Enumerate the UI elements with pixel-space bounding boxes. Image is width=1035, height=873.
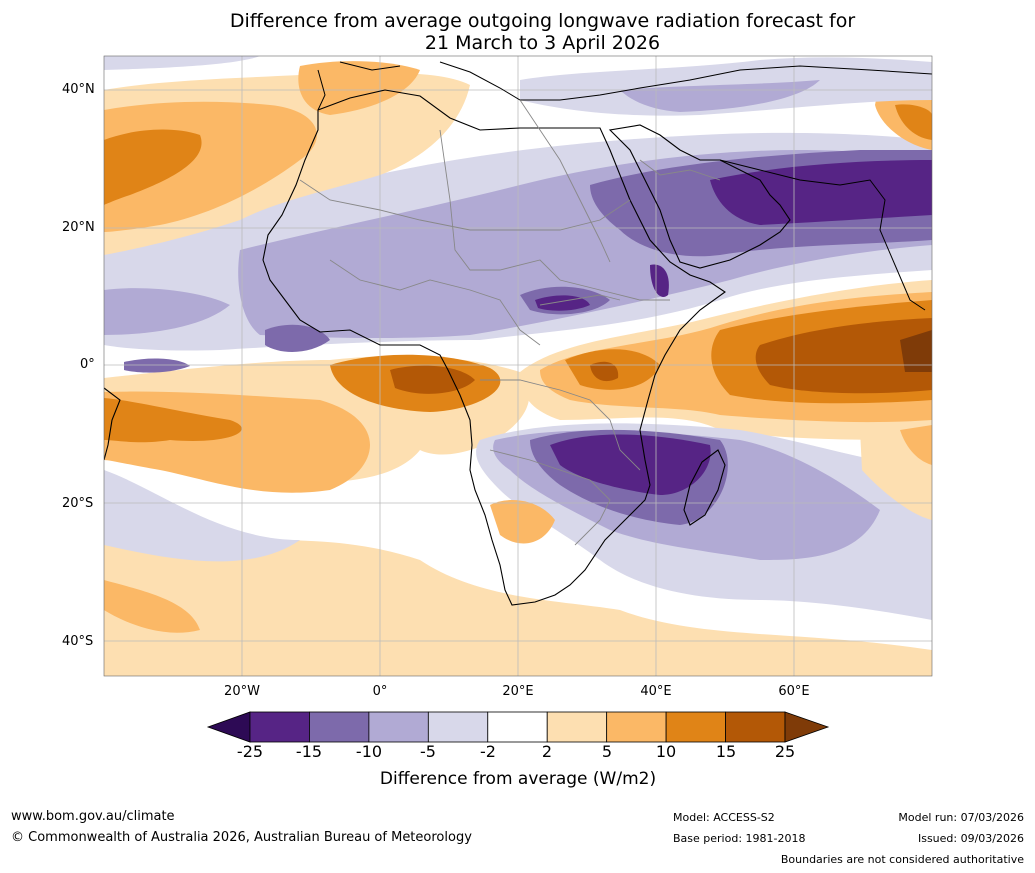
model-name: Model: ACCESS-S2 bbox=[673, 811, 775, 824]
colorbar-swatch bbox=[665, 711, 726, 743]
colorbar-tick: 10 bbox=[655, 742, 677, 761]
colorbar-swatch bbox=[427, 711, 489, 743]
anomaly-region bbox=[390, 365, 475, 394]
europe-coastline bbox=[317, 61, 932, 111]
anomaly-region bbox=[124, 358, 190, 373]
anomaly-region bbox=[590, 361, 619, 382]
title-line-2: 21 March to 3 April 2026 bbox=[424, 32, 661, 54]
colorbar-tick: 25 bbox=[774, 742, 796, 761]
madagascar-coastline bbox=[683, 449, 726, 526]
lon-label-20e: 20°E bbox=[502, 684, 534, 699]
border-line bbox=[639, 159, 721, 181]
model-run-date: Model run: 07/03/2026 bbox=[898, 811, 1024, 824]
colorbar-extend-low bbox=[206, 711, 251, 743]
colorbar-title: Difference from average (W/m2) bbox=[379, 769, 657, 789]
border-line bbox=[480, 379, 641, 471]
colorbar-tick: 15 bbox=[715, 742, 737, 761]
border-line bbox=[519, 99, 611, 263]
border-line bbox=[299, 179, 631, 231]
country-borders bbox=[299, 99, 721, 546]
anomaly-region bbox=[620, 80, 820, 112]
colorbar-swatch bbox=[368, 711, 429, 743]
map-title: Difference from average outgoing longwav… bbox=[0, 10, 1035, 54]
lat-label-40s: 40°S bbox=[62, 634, 94, 649]
boundaries-disclaimer: Boundaries are not considered authoritat… bbox=[780, 853, 1024, 866]
graticule bbox=[104, 56, 932, 676]
lat-label-20n: 20°N bbox=[62, 220, 95, 235]
arabia-coastline bbox=[608, 124, 791, 269]
colorbar-swatch bbox=[546, 711, 608, 743]
anomaly-region bbox=[895, 104, 932, 140]
title-line-1: Difference from average outgoing longwav… bbox=[229, 10, 856, 32]
colorbar-swatch bbox=[249, 711, 310, 743]
map-frame bbox=[103, 55, 933, 677]
colorbar-tick: 2 bbox=[541, 742, 553, 761]
anomaly-region bbox=[104, 580, 200, 633]
lat-label-0: 0° bbox=[80, 357, 95, 372]
colorbar-tick: -2 bbox=[480, 742, 496, 761]
lon-label-0: 0° bbox=[372, 684, 388, 699]
colorbar-swatch bbox=[606, 711, 667, 743]
border-line bbox=[489, 449, 611, 546]
anomaly-region bbox=[755, 318, 932, 394]
lon-label-60e: 60°E bbox=[778, 684, 810, 699]
anomaly-region bbox=[104, 398, 242, 443]
anomaly-region bbox=[104, 288, 230, 335]
colorbar-swatch bbox=[309, 711, 370, 743]
base-period: Base period: 1981-2018 bbox=[673, 832, 806, 845]
lon-label-40e: 40°E bbox=[640, 684, 672, 699]
anomaly-region bbox=[298, 61, 420, 115]
border-line bbox=[439, 129, 670, 301]
colorbar-tick: -15 bbox=[295, 742, 323, 761]
colorbar-swatch bbox=[487, 711, 548, 743]
lat-label-20s: 20°S bbox=[62, 496, 94, 511]
anomaly-region bbox=[104, 470, 300, 562]
copyright-text: © Commonwealth of Australia 2026, Austra… bbox=[11, 830, 472, 845]
colorbar-tick: 5 bbox=[601, 742, 613, 761]
colorbar-tick: -25 bbox=[236, 742, 264, 761]
website-link[interactable]: www.bom.gov.au/climate bbox=[11, 809, 175, 824]
anomaly-region bbox=[650, 264, 669, 297]
anomaly-region bbox=[104, 56, 260, 70]
anomaly-region bbox=[490, 500, 555, 544]
colorbar-extend-high bbox=[784, 711, 830, 743]
anomaly-region bbox=[900, 425, 932, 465]
lat-label-40n: 40°N bbox=[62, 82, 95, 97]
anomaly-region bbox=[550, 434, 711, 495]
colorbar-swatch bbox=[725, 711, 786, 743]
iran-coastline bbox=[719, 159, 926, 311]
africa-coastline bbox=[262, 89, 726, 606]
colorbar-tick: -10 bbox=[355, 742, 383, 761]
anomaly-region bbox=[710, 160, 932, 225]
anomaly-region bbox=[900, 330, 932, 372]
lon-label-20w: 20°W bbox=[224, 684, 260, 699]
colorbar-tick: -5 bbox=[420, 742, 436, 761]
anomaly-region bbox=[104, 129, 202, 205]
border-line bbox=[329, 259, 541, 346]
border-line bbox=[539, 294, 621, 306]
anomaly-field bbox=[104, 56, 932, 676]
issued-date: Issued: 09/03/2026 bbox=[917, 832, 1024, 845]
colorbar bbox=[206, 711, 830, 743]
south-america-coastline bbox=[104, 387, 121, 461]
anomaly-region bbox=[265, 324, 330, 352]
